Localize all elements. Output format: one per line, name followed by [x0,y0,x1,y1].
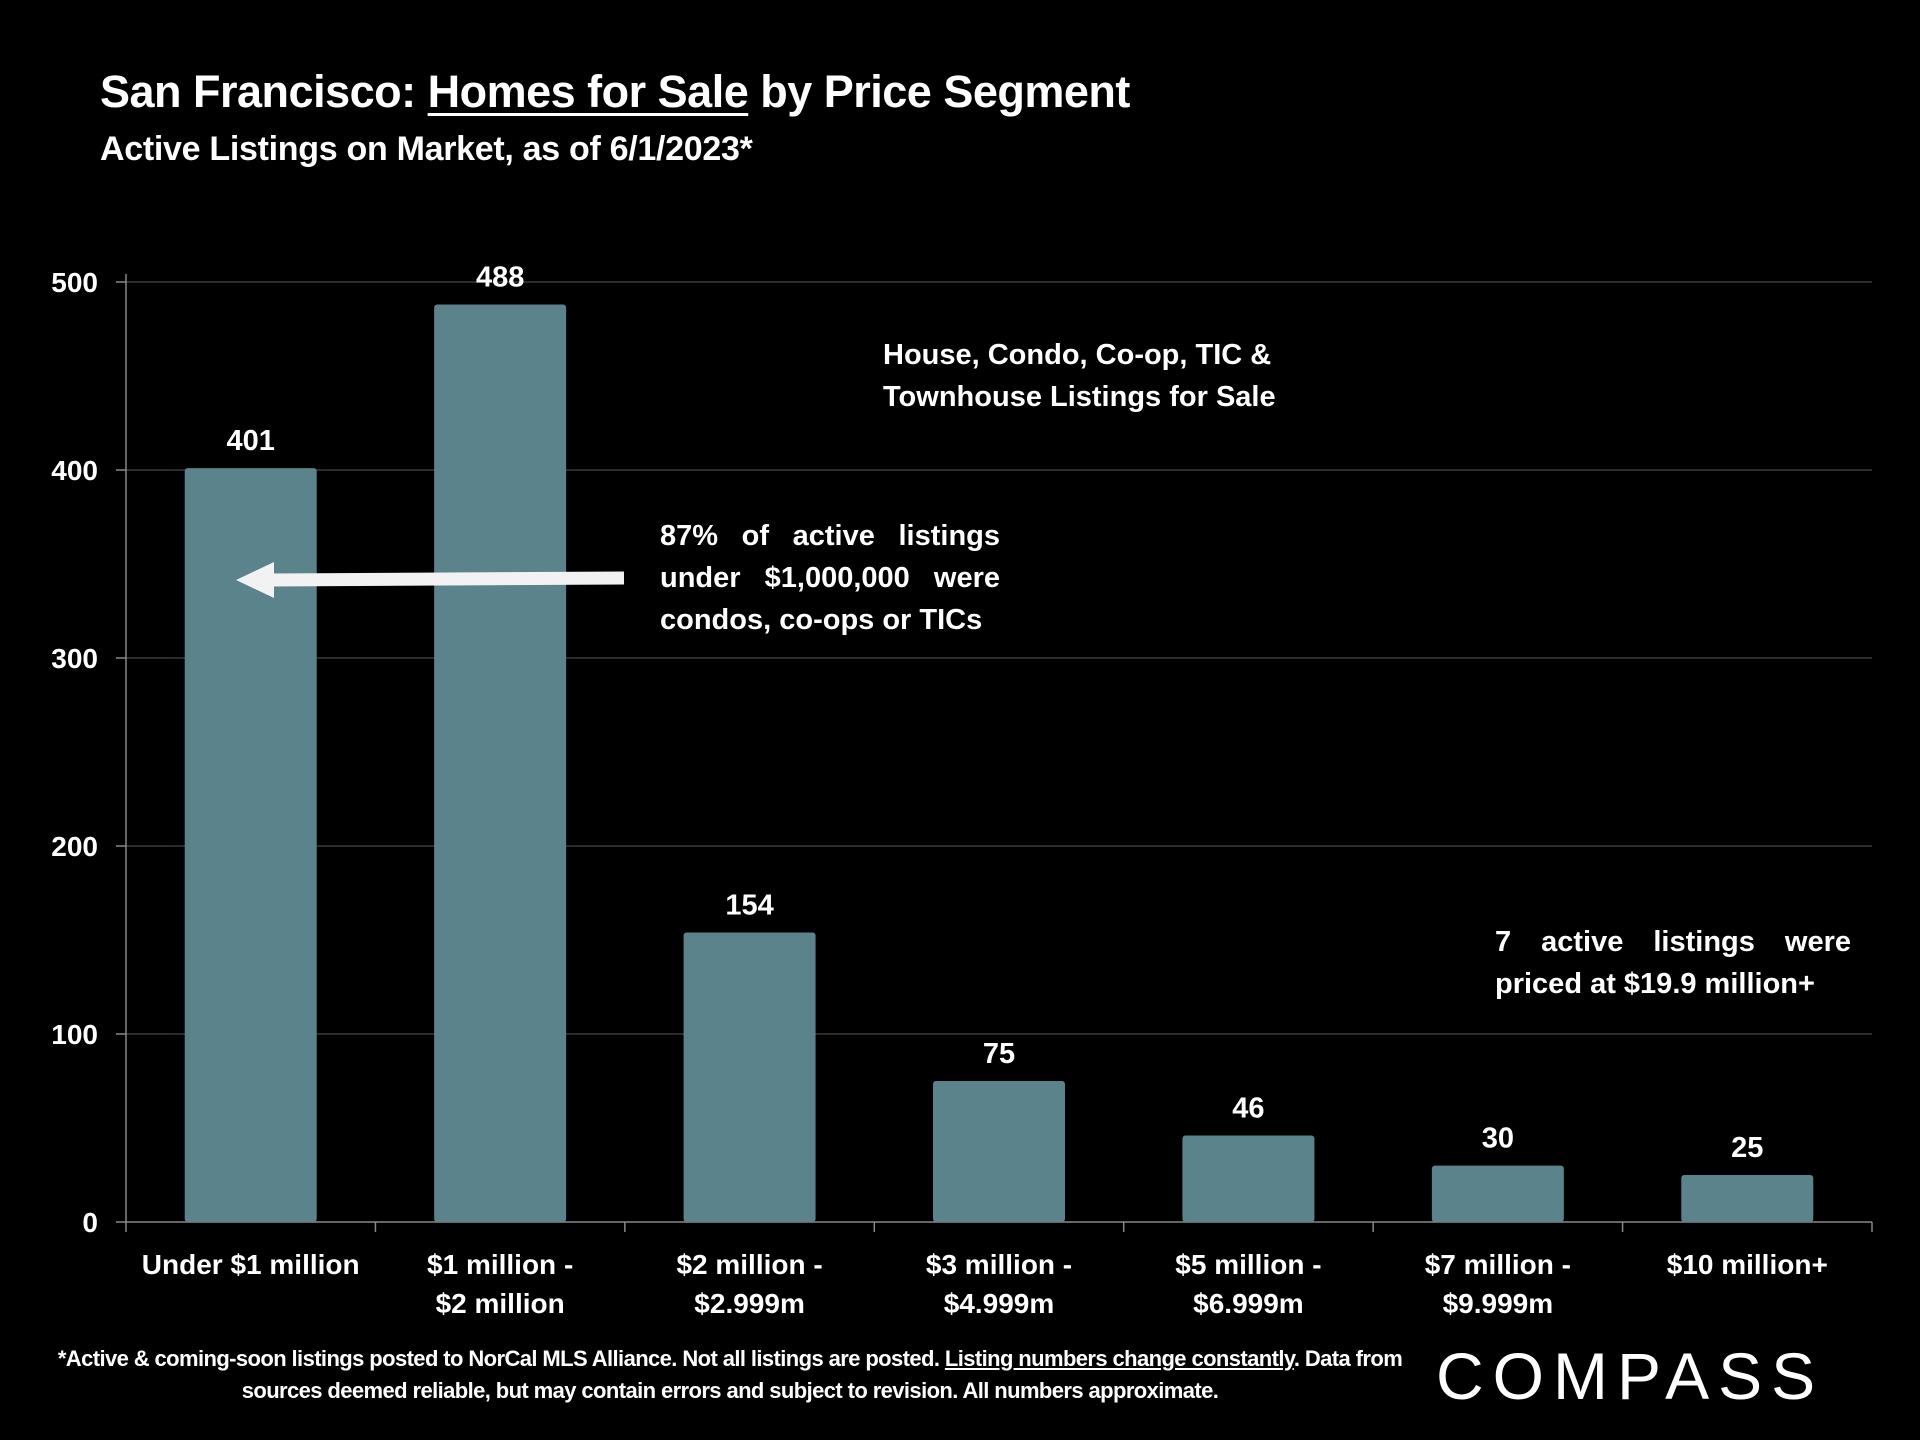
x-tick-label: $2 million [436,1288,565,1319]
data-label: 30 [1482,1123,1514,1155]
x-tick-label: $4.999m [944,1288,1055,1319]
x-tick-label: $9.999m [1443,1288,1554,1319]
y-tick-label: 200 [51,831,98,862]
footnote: *Active & coming-soon listings posted to… [57,1346,1403,1403]
listing-types-note: House, Condo, Co-op, TIC & Townhouse List… [883,339,1276,413]
data-label: 154 [725,889,773,921]
x-tick-label: $2.999m [694,1288,805,1319]
x-tick-label: $2 million - [676,1249,822,1280]
bar [1681,1175,1814,1222]
arrow-shaft [269,571,625,587]
high-end-note: 7 active listings were priced at $19.9 mi… [1495,926,1851,1000]
x-tick-label: $7 million - [1425,1249,1571,1280]
data-label: 25 [1731,1132,1763,1164]
data-label: 401 [227,425,275,457]
bar [1431,1165,1564,1222]
condo-note: 87% of active listings under $1,000,000 w… [660,520,1000,636]
bar [1182,1135,1315,1222]
chart-title: San Francisco: Homes for Sale by Price S… [100,66,1130,117]
bar [933,1081,1065,1222]
data-label: 75 [983,1038,1015,1070]
x-tick-label: $3 million - [926,1249,1072,1280]
chart-subtitle: Active Listings on Market, as of 6/1/202… [100,130,753,168]
y-tick-label: 300 [51,643,98,674]
x-tick-label: $6.999m [1193,1288,1304,1319]
x-tick-label: $1 million - [427,1249,573,1280]
bar [184,468,317,1222]
x-tick-label: $5 million - [1175,1249,1321,1280]
y-tick-label: 500 [51,267,98,298]
y-tick-label: 400 [51,455,98,486]
y-tick-label: 0 [82,1207,98,1238]
bar [683,932,816,1222]
compass-logo: COMPASS [1436,1339,1825,1413]
arrow-head-icon [236,562,274,598]
bar [434,304,567,1222]
x-tick-label: $10 million+ [1667,1249,1828,1280]
y-tick-label: 100 [51,1019,98,1050]
x-tick-label: Under $1 million [142,1249,360,1280]
data-label: 46 [1232,1093,1264,1125]
data-label: 488 [476,262,524,294]
